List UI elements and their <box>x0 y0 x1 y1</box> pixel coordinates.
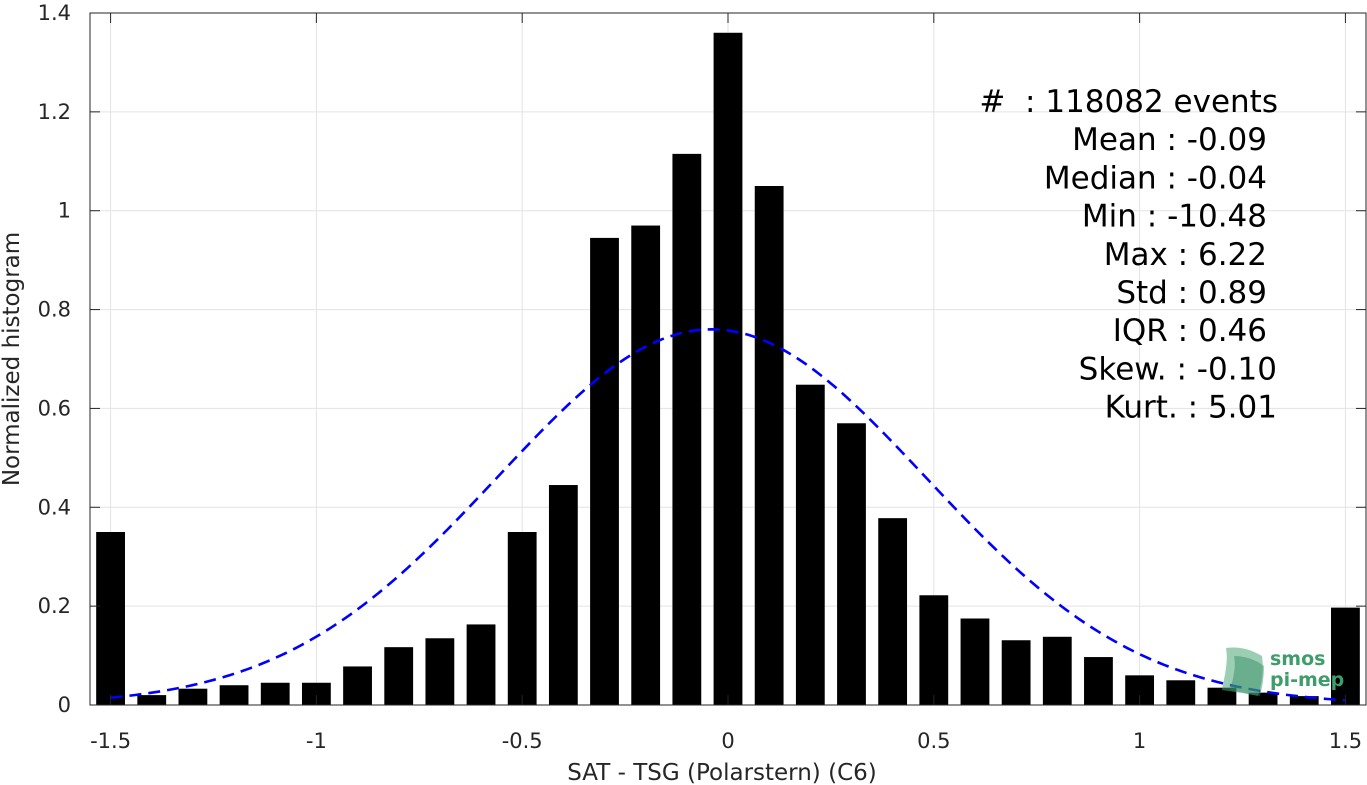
histogram-bar <box>1207 687 1237 705</box>
y-axis-title: Normalized histogram <box>0 232 25 486</box>
stats-line: Std : 0.89 <box>1116 275 1267 311</box>
histogram-bar <box>548 485 578 705</box>
histogram-bar <box>878 518 908 705</box>
histogram-bar <box>837 423 866 705</box>
y-tick-label: 0.4 <box>38 495 71 519</box>
histogram-bar <box>631 225 661 706</box>
stats-line: Median : -0.04 <box>1044 160 1267 196</box>
histogram-bar <box>301 682 331 705</box>
stats-line: Min : -10.48 <box>1082 199 1267 235</box>
histogram-bar <box>425 638 455 705</box>
histogram-bar <box>1331 607 1360 705</box>
stats-line: Max : 6.22 <box>1104 237 1267 273</box>
histogram-bar <box>466 624 496 705</box>
x-tick-label: 0 <box>721 729 734 753</box>
histogram-bar <box>178 688 208 705</box>
histogram-bar <box>137 695 167 705</box>
histogram-bar <box>1001 640 1031 705</box>
histogram-bar <box>1248 692 1278 705</box>
stats-line: Kurt. : 5.01 <box>1105 390 1277 426</box>
histogram-bar <box>1084 657 1113 705</box>
normal-fit-curve <box>110 328 1346 702</box>
x-axis-title: SAT - TSG (Polarstern) (C6) <box>567 760 876 785</box>
logo-wave-icon <box>1222 647 1263 696</box>
y-tick-label: 0.6 <box>38 396 71 420</box>
stats-line: Skew. : -0.10 <box>1079 351 1277 387</box>
x-tick-label: 1 <box>1133 729 1146 753</box>
x-tick-label: -0.5 <box>502 729 543 753</box>
histogram-bar <box>343 666 372 705</box>
histogram-bar <box>260 682 290 705</box>
histogram-bar <box>1042 636 1072 705</box>
histogram-bar <box>919 595 949 705</box>
histogram-bar <box>1289 696 1319 705</box>
x-tick-label: -1 <box>306 729 327 753</box>
histogram-bar <box>1166 680 1196 705</box>
histogram-bar <box>96 532 125 705</box>
y-axis-ticks: 0 0.2 0.4 0.6 0.8 1 1.2 1.4 <box>38 1 1366 717</box>
histogram-bar <box>960 618 990 705</box>
histogram-bar <box>219 685 249 705</box>
histogram-bar <box>384 647 414 705</box>
histogram-bar <box>795 384 825 705</box>
y-tick-label: 1 <box>58 199 71 223</box>
x-axis-ticks: -1.5 -1 -0.5 0 0.5 1 1.5 <box>90 13 1362 753</box>
logo-line-1: smos <box>1270 648 1325 670</box>
x-tick-label: 0.5 <box>917 729 950 753</box>
stats-line: IQR : 0.46 <box>1113 313 1267 349</box>
histogram-bar <box>713 32 743 706</box>
y-tick-label: 1.2 <box>38 100 71 124</box>
x-tick-label: 1.5 <box>1329 729 1362 753</box>
histogram-bars <box>96 32 1360 706</box>
smos-pimep-logo: smos pi-mep <box>1222 647 1344 696</box>
y-tick-label: 1.4 <box>38 1 71 25</box>
histogram-bar <box>672 153 702 705</box>
histogram-bar <box>507 532 537 705</box>
x-tick-label: -1.5 <box>90 729 131 753</box>
histogram-bar <box>590 237 619 705</box>
y-tick-label: 0 <box>58 693 71 717</box>
stats-line: # : 118082 events <box>979 84 1278 120</box>
histogram-bar <box>754 186 784 705</box>
logo-line-2: pi-mep <box>1270 669 1344 691</box>
logo-wave-icon <box>1230 656 1264 696</box>
y-tick-label: 0.2 <box>38 594 71 618</box>
y-tick-label: 0.8 <box>38 298 71 322</box>
stats-line: Mean : -0.09 <box>1072 122 1267 158</box>
